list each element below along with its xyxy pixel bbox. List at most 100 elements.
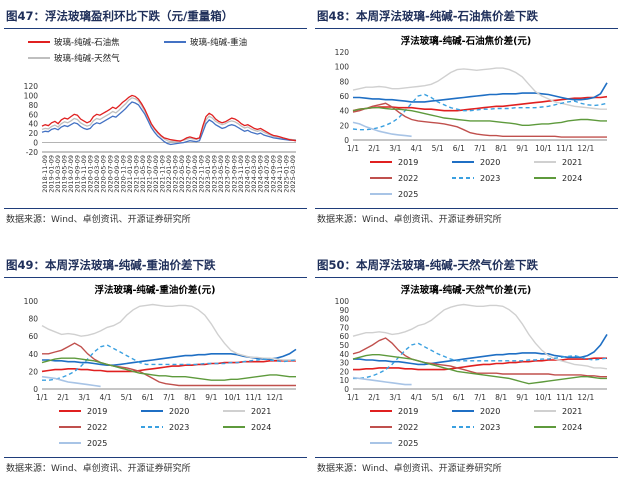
- legend-label: 2025: [87, 439, 107, 448]
- x-tick-label: 12/1: [577, 393, 594, 402]
- legend-label: 2023: [480, 423, 500, 432]
- x-tick-label: 2/1: [368, 144, 380, 153]
- x-tick-label: 2025-03-09: [289, 155, 297, 193]
- series-line-2024: [352, 106, 607, 127]
- x-tick-label: 2022-03-09: [172, 155, 180, 193]
- source-note: 数据来源：Wind、卓创资讯、开源证券研究所: [317, 215, 502, 225]
- x-tick-label: 3/1: [78, 393, 90, 402]
- x-tick-label: 2019-11-09: [80, 155, 88, 193]
- x-tick-label: 5/1: [432, 144, 444, 153]
- x-tick-label: 2021-03-09: [132, 155, 140, 193]
- x-tick-label: 2020-03-09: [93, 155, 101, 193]
- x-tick-label: 2023-01-09: [204, 155, 212, 193]
- series-line-2024: [352, 353, 607, 385]
- figure-47-panel: 图47：浮法玻璃盈利环比下跌（元/重量箱） 玻璃-纯碱-石油焦 玻璃-纯碱-重油玻…: [4, 4, 307, 234]
- legend-label: 2024: [251, 423, 271, 432]
- series-line-2022: [42, 342, 296, 387]
- source-note: 数据来源：Wind、卓创资讯、开源证券研究所: [6, 464, 191, 474]
- y-tick-label: 0: [33, 385, 38, 394]
- x-tick-label: 2024-03-09: [250, 155, 258, 193]
- x-tick-label: 2021-11-09: [159, 155, 167, 193]
- figure-header: 图50：本周浮法玻璃-纯碱-天然气价差下跌: [315, 253, 618, 278]
- x-tick-label: 2021-05-09: [139, 155, 147, 193]
- y-tick-label: 60: [28, 332, 38, 341]
- y-tick-label: 70: [339, 323, 349, 332]
- y-tick-label: 90: [339, 306, 349, 315]
- y-tick-label: 80: [339, 77, 349, 86]
- x-tick-label: 3/1: [389, 144, 401, 153]
- x-tick-label: 1/1: [36, 393, 48, 402]
- x-tick-label: 11/1: [556, 393, 573, 402]
- x-tick-label: 2023-09-09: [230, 155, 238, 193]
- y-tick-label: -20: [26, 148, 38, 157]
- y-tick-label: 40: [28, 120, 38, 129]
- y-tick-label: 60: [339, 92, 349, 101]
- x-tick-label: 2020-07-09: [106, 155, 114, 193]
- x-tick-label: 2024-07-09: [263, 155, 271, 193]
- x-tick-label: 2022-07-09: [185, 155, 193, 193]
- y-tick-label: 30: [339, 359, 349, 368]
- x-tick-label: 2024-01-09: [243, 155, 251, 193]
- y-tick-label: 60: [28, 110, 38, 119]
- y-tick-label: 80: [339, 315, 349, 324]
- x-tick-label: 2024-05-09: [256, 155, 264, 193]
- x-tick-label: 4/1: [410, 393, 422, 402]
- y-tick-label: 100: [24, 297, 39, 306]
- figure-header: 图47：浮法玻璃盈利环比下跌（元/重量箱）: [4, 4, 307, 29]
- y-tick-label: 20: [28, 367, 38, 376]
- x-tick-label: 1/1: [347, 393, 359, 402]
- x-tick-label: 10/1: [535, 393, 552, 402]
- figure-title: 图47：浮法玻璃盈利环比下跌（元/重量箱）: [6, 9, 234, 23]
- x-tick-label: 2023-05-09: [217, 155, 225, 193]
- figure-title: 图48：本周浮法玻璃-纯碱-石油焦价差下跌: [317, 9, 539, 23]
- x-tick-label: 9/1: [516, 393, 528, 402]
- y-tick-label: 20: [339, 121, 349, 130]
- y-tick-label: 100: [24, 91, 39, 100]
- legend-label: 2019: [398, 407, 418, 416]
- x-tick-label: 11/1: [245, 393, 262, 402]
- x-tick-label: 2022-01-09: [165, 155, 173, 193]
- chart-title: 浮法玻璃-纯碱-石油焦价差(元): [401, 35, 532, 47]
- legend-label: 2022: [87, 423, 107, 432]
- series-line-玻璃-纯碱-天然气: [41, 97, 296, 143]
- legend-label: 玻璃-纯碱-天然气: [54, 53, 120, 64]
- legend-label: 2021: [562, 407, 582, 416]
- figure-title: 图50：本周浮法玻璃-纯碱-天然气价差下跌: [317, 258, 539, 272]
- x-tick-label: 6/1: [453, 144, 465, 153]
- petcoke-spread-chart: 浮法玻璃-纯碱-石油焦价差(元) 0 20 40 60 80 100 120 1/1 2/1 3/1…: [335, 35, 608, 199]
- x-tick-label: 4/1: [410, 144, 422, 153]
- legend-label: 2021: [251, 407, 271, 416]
- x-tick-label: 2020-05-09: [100, 155, 108, 193]
- x-tick-label: 2019-05-09: [61, 155, 69, 193]
- source-note: 数据来源：Wind、卓创资讯、开源证券研究所: [6, 215, 191, 225]
- y-tick-label: 0: [33, 139, 38, 148]
- x-tick-label: 2021-07-09: [145, 155, 153, 193]
- y-tick-label: 120: [335, 48, 350, 57]
- y-tick-label: 60: [339, 332, 349, 341]
- figure-header: 图48：本周浮法玻璃-纯碱-石油焦价差下跌: [315, 4, 618, 29]
- x-tick-label: 2019-07-09: [67, 155, 75, 193]
- series-line-玻璃-纯碱-重油: [41, 101, 297, 146]
- legend-label: 2020: [169, 407, 189, 416]
- x-tick-label: 12/1: [577, 144, 594, 153]
- y-tick-label: 20: [339, 367, 349, 376]
- legend-label: 2022: [398, 423, 418, 432]
- series-line-2021: [41, 303, 296, 361]
- figure-48-panel: 图48：本周浮法玻璃-纯碱-石油焦价差下跌 浮法玻璃-纯碱-石油焦价差(元) 0 2…: [315, 4, 618, 234]
- chart-title: 浮法玻璃-纯碱-重油价差(元): [94, 284, 215, 296]
- series-line-2025: [41, 375, 101, 388]
- x-tick-label: 9/1: [516, 144, 528, 153]
- series-line-2025: [352, 121, 412, 138]
- x-tick-label: 2020-09-09: [113, 155, 121, 193]
- chart-title: 浮法玻璃-纯碱-天然气价差(元): [401, 284, 532, 296]
- x-tick-label: 2021-09-09: [152, 155, 160, 193]
- y-tick-label: 120: [24, 82, 39, 91]
- x-tick-label: 5/1: [121, 393, 133, 402]
- series-line-2020: [353, 82, 608, 103]
- figure-title: 图49：本周浮法玻璃-纯碱-重油价差下跌: [6, 258, 216, 272]
- x-tick-label: 2021-01-09: [126, 155, 134, 193]
- legend-label: 2025: [398, 190, 418, 199]
- x-tick-label: 10/1: [224, 393, 241, 402]
- series-line-2019: [352, 95, 608, 112]
